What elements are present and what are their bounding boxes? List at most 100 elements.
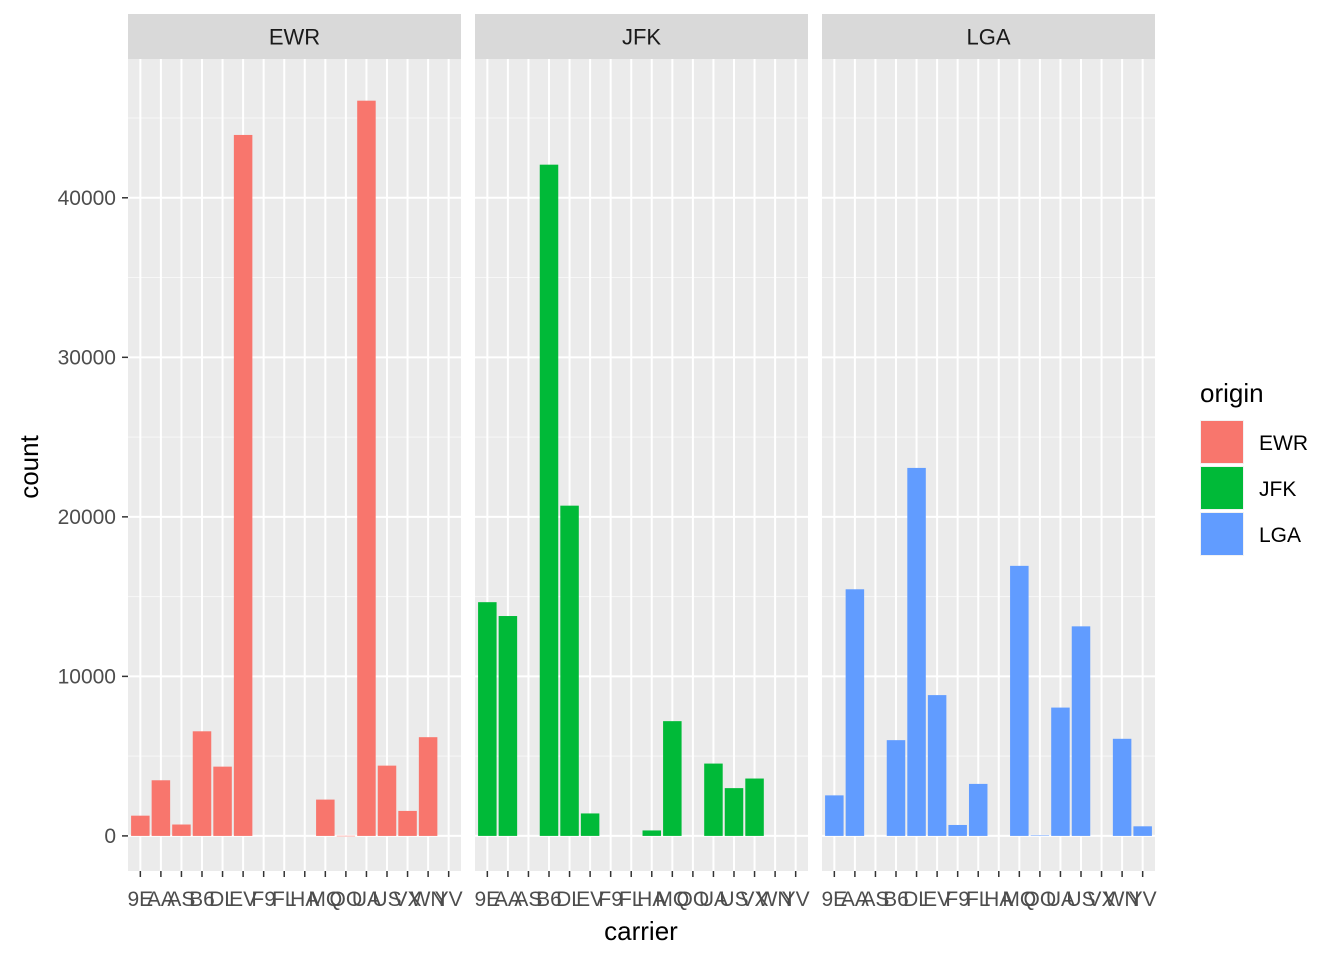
bar-jfk-us: [724, 788, 744, 836]
bar-ewr-as: [172, 824, 191, 836]
x-tick-label: B6: [536, 888, 562, 911]
x-tick-label: HA: [984, 888, 1013, 911]
x-tick-label: FL: [619, 888, 644, 911]
y-axis-title: count: [14, 434, 44, 498]
x-tick-label: EV: [923, 888, 951, 911]
x-tick-label: DL: [556, 888, 583, 911]
bar-ewr-wn: [418, 737, 438, 836]
y-tick-label: 30000: [58, 346, 116, 369]
x-tick-label: FL: [966, 888, 991, 911]
panel-background: [822, 59, 1155, 871]
bar-ewr-ev: [233, 134, 253, 836]
y-tick-label: 40000: [58, 187, 116, 210]
x-tick-label: EV: [576, 888, 604, 911]
x-tick-label: EV: [229, 888, 257, 911]
bar-ewr-ua: [357, 100, 376, 836]
legend: origin EWR JFK LGA: [1200, 378, 1308, 556]
y-tick-label: 20000: [58, 506, 116, 529]
bar-lga-dl: [907, 467, 926, 836]
x-tick-label: AS: [861, 888, 889, 911]
x-tick-label: VX: [741, 888, 769, 911]
x-tick-label: US: [1066, 888, 1095, 911]
bar-lga-aa: [845, 589, 865, 836]
x-tick-label: OO: [1024, 888, 1057, 911]
bar-lga-fl: [968, 783, 988, 836]
x-tick-label: UA: [699, 888, 728, 911]
x-tick-label: HA: [637, 888, 666, 911]
facet-strip-label: LGA: [966, 25, 1010, 50]
bar-jfk-vx: [745, 778, 764, 836]
bar-lga-ev: [927, 695, 947, 836]
x-tick-label: MQ: [655, 888, 689, 911]
x-tick-label: US: [372, 888, 401, 911]
x-tick-label: B6: [189, 888, 215, 911]
facet-strip: [128, 14, 461, 59]
x-axis-title: carrier: [604, 916, 678, 946]
x-tick-label: DL: [903, 888, 930, 911]
bar-ewr-vx: [398, 810, 417, 836]
x-tick-label: OO: [330, 888, 363, 911]
facet-strip-label: EWR: [269, 25, 320, 50]
x-tick-label: AS: [167, 888, 195, 911]
x-tick-label: MQ: [308, 888, 342, 911]
x-tick-label: AA: [494, 888, 522, 911]
x-tick-label: F9: [945, 888, 970, 911]
panel-background: [475, 59, 808, 871]
x-tick-label: 9E: [127, 888, 153, 911]
legend-label-lga: LGA: [1259, 524, 1301, 547]
bar-ewr-us: [377, 765, 397, 836]
facet-strip-label: JFK: [622, 25, 661, 50]
bar-jfk-ua: [704, 763, 723, 836]
bar-lga-ua: [1051, 707, 1070, 836]
x-tick-label: VX: [394, 888, 422, 911]
x-tick-label: OO: [677, 888, 710, 911]
x-tick-label: MQ: [1002, 888, 1036, 911]
bar-ewr-b6: [192, 731, 212, 836]
x-tick-label: AS: [514, 888, 542, 911]
y-tick-label: 10000: [58, 665, 116, 688]
legend-title: origin: [1200, 378, 1264, 408]
x-tick-label: F9: [251, 888, 276, 911]
x-tick-label: F9: [598, 888, 623, 911]
legend-label-ewr: EWR: [1259, 432, 1308, 455]
x-tick-label: UA: [352, 888, 381, 911]
bar-ewr-9e: [131, 815, 150, 836]
bar-lga-9e: [825, 795, 844, 836]
x-tick-label: AA: [841, 888, 869, 911]
bar-jfk-ha: [642, 830, 662, 836]
bar-lga-b6: [886, 740, 906, 836]
bar-jfk-9e: [478, 602, 497, 836]
bar-jfk-mq: [663, 721, 682, 836]
bar-jfk-b6: [539, 164, 559, 836]
x-tick-label: 9E: [821, 888, 847, 911]
x-tick-label: VX: [1088, 888, 1116, 911]
facet-panels: EWR9EAAASB6DLEVF9FLHAMQOOUAUSVXWNYVJFK9E…: [127, 14, 1157, 911]
legend-swatch-jfk: [1201, 467, 1243, 509]
bar-jfk-dl: [560, 505, 579, 836]
x-tick-label: WN: [1105, 888, 1140, 911]
x-tick-label: YV: [1129, 888, 1157, 911]
x-tick-label: YV: [782, 888, 810, 911]
bar-lga-f9: [948, 824, 967, 836]
legend-label-jfk: JFK: [1259, 478, 1296, 501]
legend-swatch-ewr: [1201, 421, 1243, 463]
legend-swatch-lga: [1201, 513, 1243, 555]
y-tick-label: 0: [104, 825, 116, 848]
panel-background: [128, 59, 461, 871]
bar-ewr-oo: [336, 835, 356, 837]
bar-lga-mq: [1010, 565, 1029, 836]
x-tick-label: DL: [209, 888, 236, 911]
y-axis: 0 10000 20000 30000 40000: [58, 187, 128, 848]
x-tick-label: WN: [411, 888, 446, 911]
bar-jfk-ev: [580, 813, 600, 836]
bar-lga-us: [1071, 626, 1091, 836]
bar-ewr-aa: [151, 780, 171, 836]
x-tick-label: HA: [290, 888, 319, 911]
x-tick-label: US: [719, 888, 748, 911]
bar-ewr-mq: [316, 799, 335, 836]
x-tick-label: UA: [1046, 888, 1075, 911]
bar-lga-yv: [1133, 826, 1152, 836]
